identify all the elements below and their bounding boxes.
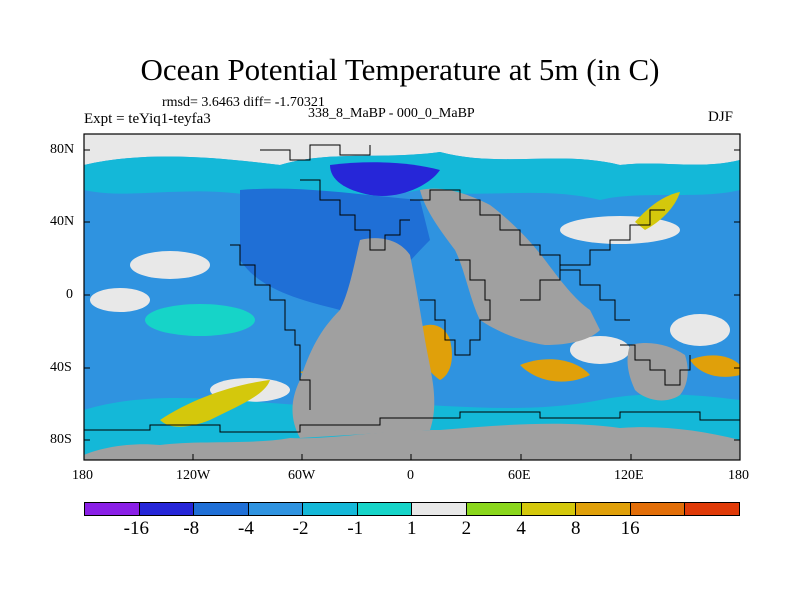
colorbar-label: 4: [516, 518, 526, 539]
colorbar-box: [139, 503, 195, 515]
colorbar: [84, 502, 740, 516]
experiment-label: Expt = teYiq1-teyfa3: [84, 111, 211, 127]
colorbar-box: [194, 503, 249, 515]
x-tick-label: 120E: [614, 468, 644, 483]
colorbar-label: 2: [461, 518, 472, 539]
colorbar-label: 1: [407, 518, 417, 539]
colorbar-box: [248, 503, 304, 515]
axis-ticks: [84, 149, 740, 460]
colorbar-label: 8: [571, 518, 581, 539]
y-tick-label: 40S: [50, 360, 72, 375]
colorbar-box: [303, 503, 358, 515]
colorbar-box: [576, 503, 631, 515]
y-tick-label: 40N: [50, 214, 75, 229]
colorbar-box: [85, 503, 140, 515]
plot-frame: [83, 133, 741, 461]
coastlines: [84, 144, 740, 433]
colorbar-label: -4: [238, 518, 254, 539]
period-label: 338_8_MaBP - 000_0_MaBP: [308, 106, 475, 121]
x-tick-label: 0: [407, 468, 414, 483]
y-tick-label: 80S: [50, 432, 72, 447]
page-title: Ocean Potential Temperature at 5m (in C): [140, 52, 660, 87]
season-label: DJF: [708, 109, 734, 125]
colorbar-box: [357, 503, 413, 515]
colorbar-box: [685, 503, 739, 515]
x-tick-label: 120W: [176, 468, 211, 483]
x-tick-label: 180: [72, 468, 93, 483]
x-tick-label: 60W: [288, 468, 316, 483]
stats-label: rmsd= 3.6463 diff= -1.70321: [162, 95, 325, 110]
colorbar-label: -16: [123, 518, 149, 539]
x-tick-label: 60E: [508, 468, 531, 483]
colorbar-label: 16: [620, 518, 640, 539]
colorbar-box: [521, 503, 577, 515]
colorbar-label: -1: [347, 518, 364, 539]
y-tick-label: 80N: [50, 142, 75, 157]
colorbar-label: -2: [292, 518, 309, 539]
colorbar-box: [412, 503, 468, 515]
colorbar-label: -8: [183, 518, 200, 539]
colorbar-box: [630, 503, 686, 515]
map-field: [84, 134, 740, 460]
y-tick-label: 0: [66, 287, 73, 302]
x-tick-label: 180: [728, 468, 749, 483]
colorbar-box: [467, 503, 522, 515]
